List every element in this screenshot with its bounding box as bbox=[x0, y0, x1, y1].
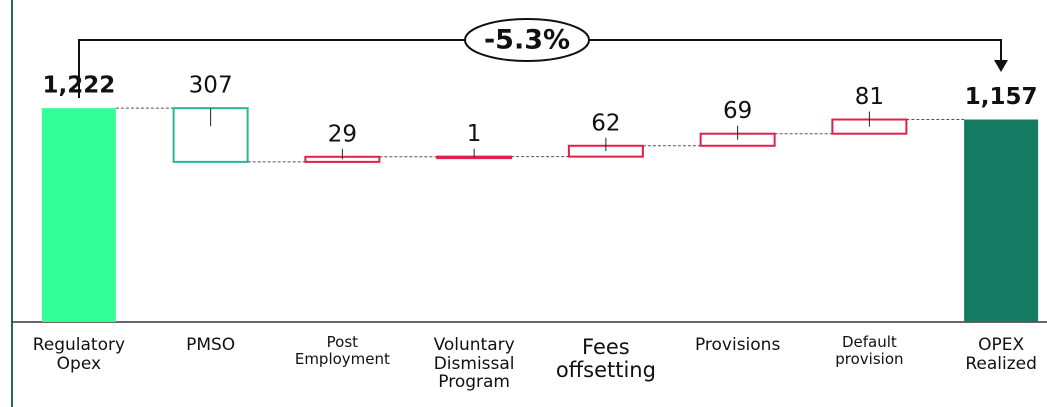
value-label: 62 bbox=[591, 110, 620, 136]
annotation: -5.3% bbox=[484, 25, 570, 56]
value-label: 29 bbox=[328, 121, 357, 147]
value-label: 1,222 bbox=[42, 73, 115, 99]
x-tick-label: OPEX Realized bbox=[965, 335, 1037, 374]
x-tick-label: Regulatory Opex bbox=[32, 335, 126, 374]
value-label: 1,157 bbox=[965, 84, 1038, 110]
x-tick-label: PMSO bbox=[186, 335, 236, 355]
x-tick-label: Default provision bbox=[835, 333, 904, 368]
bar bbox=[41, 108, 116, 323]
value-label: 69 bbox=[723, 98, 752, 124]
bar bbox=[964, 119, 1039, 323]
x-tick-label: Provisions bbox=[694, 335, 781, 355]
annotation-oval bbox=[464, 18, 590, 62]
x-tick-label: Voluntary Dismissal Program bbox=[433, 335, 515, 393]
value-label: 1 bbox=[467, 121, 482, 147]
bracket bbox=[78, 39, 1002, 98]
x-tick-label: Fees offsetting bbox=[555, 335, 656, 383]
x-tick-label: Post Employment bbox=[294, 333, 390, 368]
value-label: 81 bbox=[855, 84, 884, 110]
value-label: 307 bbox=[189, 73, 233, 99]
bracket-arrow bbox=[994, 60, 1008, 72]
